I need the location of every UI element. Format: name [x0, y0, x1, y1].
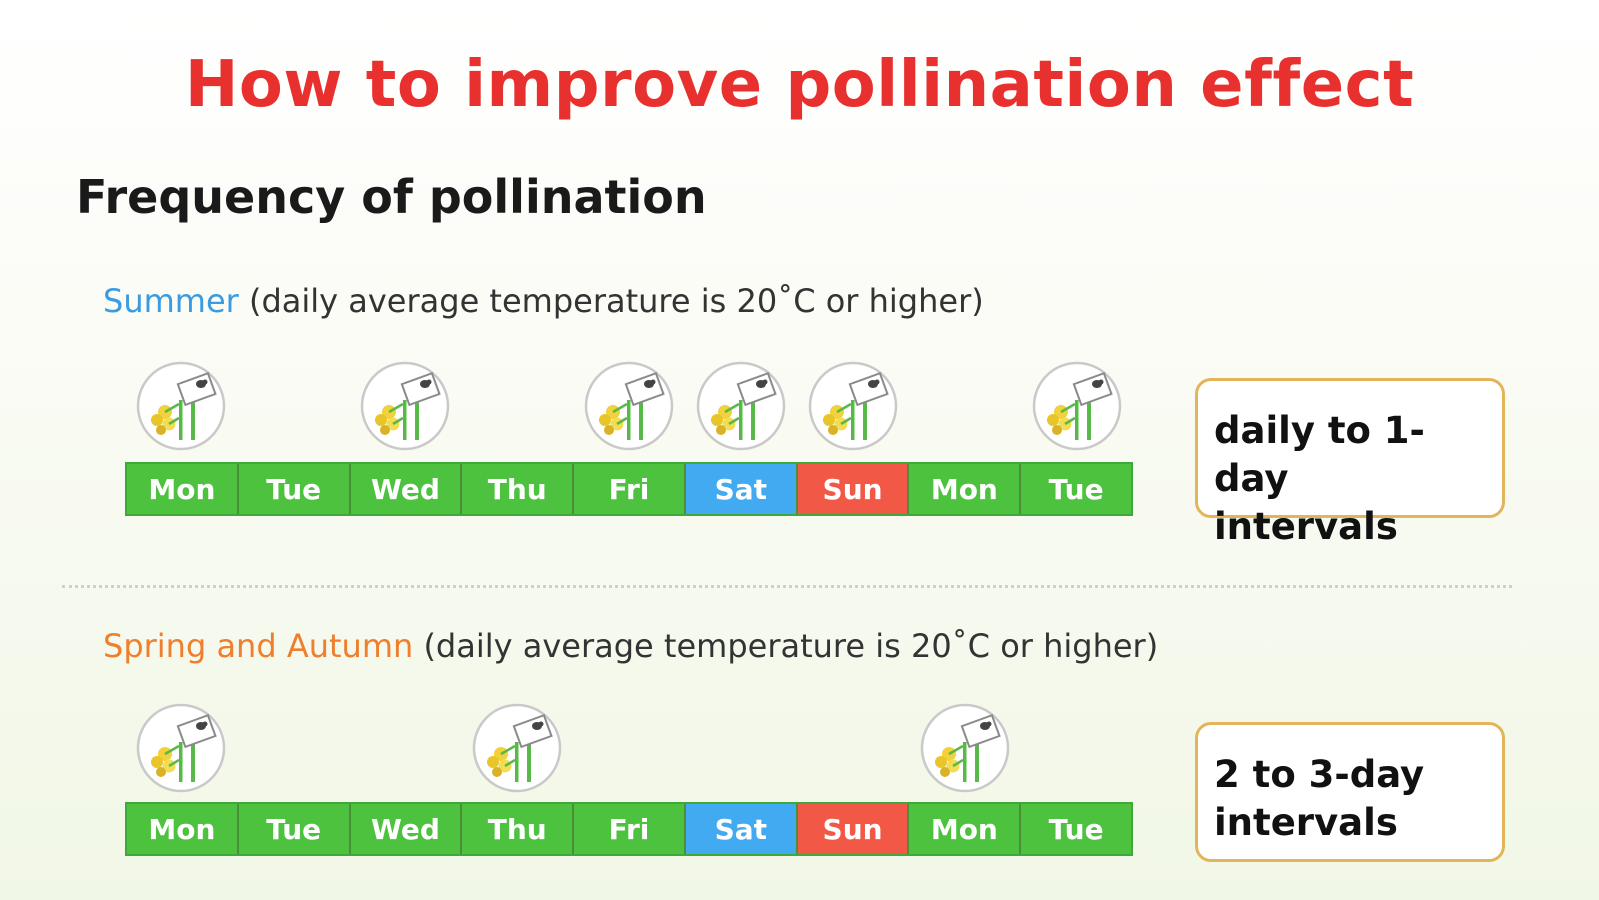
bee-pollinating-flower-icon [471, 702, 563, 794]
spring-day-bar: Mon Tue Wed Thu Fri Sat Sun Mon Tue [125, 802, 1133, 856]
day-cell-wed: Wed [350, 804, 463, 854]
spring-note-line1: 2 to 3-day [1214, 753, 1425, 796]
summer-season-label: Summer [103, 282, 239, 320]
summer-condition: (daily average temperature is 20˚C or hi… [238, 282, 984, 320]
bee-pollinating-flower-icon [919, 702, 1011, 794]
bee-pollinating-flower-icon [583, 360, 675, 452]
section-heading: Frequency of pollination [76, 170, 707, 224]
summer-interval-note: daily to 1-day intervals [1195, 378, 1505, 548]
bee-pollinating-flower-icon [135, 702, 227, 794]
bee-pollinating-flower-icon [359, 360, 451, 452]
day-cell-mon: Mon [909, 464, 1022, 514]
bee-pollinating-flower-icon [695, 360, 787, 452]
day-cell-fri: Fri [574, 804, 686, 854]
page-title: How to improve pollination effect [184, 48, 1415, 122]
bee-pollinating-flower-icon [1031, 360, 1123, 452]
day-cell-thu: Thu [462, 804, 575, 854]
summer-heading: Summer (daily average temperature is 20˚… [103, 282, 984, 320]
spring-interval-note: 2 to 3-day intervals [1195, 722, 1505, 862]
spring-note-line2: intervals [1214, 801, 1398, 844]
day-cell-mon: Mon [127, 804, 239, 854]
day-cell-fri: Fri [574, 464, 686, 514]
bee-pollinating-flower-icon [807, 360, 899, 452]
summer-note-line1: daily to 1-day [1214, 409, 1425, 500]
summer-note-line2: intervals [1214, 505, 1398, 548]
day-cell-tue: Tue [238, 464, 351, 514]
day-cell-thu: Thu [462, 464, 575, 514]
spring-heading: Spring and Autumn (daily average tempera… [103, 627, 1158, 665]
section-divider [62, 585, 1512, 588]
day-cell-sun: Sun [797, 464, 910, 514]
day-cell-tue: Tue [238, 804, 351, 854]
day-cell-sat: Sat [685, 464, 798, 514]
day-cell-sun: Sun [797, 804, 910, 854]
spring-season-label: Spring and Autumn [103, 627, 414, 665]
day-cell-tue: Tue [1021, 804, 1132, 854]
day-cell-tue: Tue [1021, 464, 1132, 514]
day-cell-mon: Mon [127, 464, 239, 514]
spring-condition: (daily average temperature is 20˚C or hi… [413, 627, 1159, 665]
day-cell-mon: Mon [909, 804, 1022, 854]
bee-pollinating-flower-icon [135, 360, 227, 452]
day-cell-sat: Sat [685, 804, 798, 854]
day-cell-wed: Wed [350, 464, 463, 514]
summer-day-bar: Mon Tue Wed Thu Fri Sat Sun Mon Tue [125, 462, 1133, 516]
